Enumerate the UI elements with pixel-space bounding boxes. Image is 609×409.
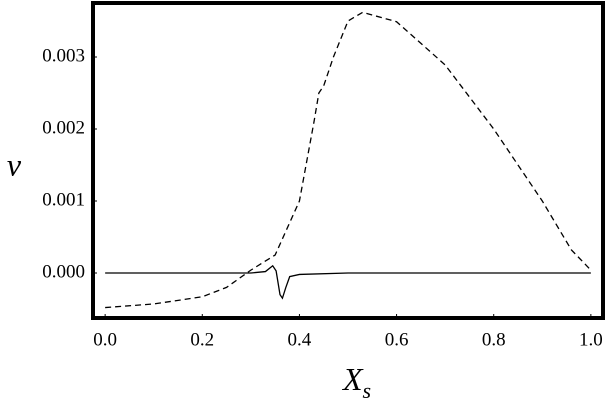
- plot-frame: [91, 1, 605, 320]
- y-tick-label: 0.002: [42, 117, 85, 138]
- x-tick-label: 0.4: [288, 329, 312, 350]
- solid-line: [105, 264, 591, 300]
- y-tick-label: 0.000: [42, 261, 85, 282]
- y-axis-label: v: [7, 146, 22, 182]
- x-tick-label: 0.2: [190, 329, 214, 350]
- x-tick-label: 0.0: [93, 329, 117, 350]
- dashed-line: [105, 11, 592, 309]
- x-tick-label: 0.8: [482, 329, 506, 350]
- x-tick-label: 1.0: [579, 329, 603, 350]
- x-axis-label-sub: s: [363, 378, 372, 403]
- x-tick-label: 0.6: [385, 329, 409, 350]
- x-axis-label-main: X: [341, 361, 364, 397]
- x-axis-label: Xs: [341, 361, 371, 403]
- y-tick-label: 0.001: [42, 189, 85, 210]
- y-tick-label: 0.003: [42, 45, 85, 66]
